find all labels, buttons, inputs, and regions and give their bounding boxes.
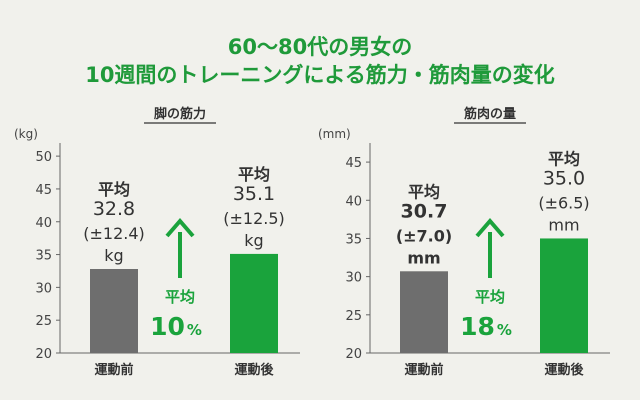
y-tick-label: 25 [345, 309, 362, 324]
y-tick-label: 30 [345, 271, 362, 286]
change-number: 10 [150, 312, 185, 341]
data-label-line: 平均 [238, 165, 270, 184]
data-label-line: (±12.4) [83, 224, 145, 243]
data-label-line: (±6.5) [538, 193, 589, 212]
y-tick-label: 30 [35, 281, 52, 296]
category-label: 運動前 [94, 362, 133, 378]
data-label-line: 平均 [408, 182, 440, 201]
data-label-line: 32.8 [93, 198, 135, 220]
y-tick-label: 40 [345, 194, 362, 209]
category-label: 運動前 [404, 362, 443, 378]
y-tick-label: 35 [35, 249, 52, 264]
data-label-line: 35.0 [543, 167, 585, 189]
data-label-line: 35.1 [233, 183, 275, 205]
data-label-line: (±12.5) [223, 209, 285, 228]
y-tick-label: 50 [35, 150, 52, 165]
y-tick-label: 20 [345, 347, 362, 362]
change-unit: % [187, 321, 202, 339]
chart-title: 脚の筋力 [154, 106, 206, 122]
category-label: 運動後 [544, 362, 584, 378]
chart-title: 筋肉の量 [463, 106, 516, 122]
data-label-line: 平均 [98, 180, 130, 199]
change-value: 10% [150, 312, 202, 341]
bar-after [540, 238, 588, 353]
data-label-line: kg [104, 246, 123, 265]
increase-arrow-head [165, 217, 195, 238]
data-label-line: (±7.0) [396, 226, 452, 245]
change-number: 18 [460, 312, 495, 341]
data-label-line: kg [244, 231, 263, 250]
data-label-line: mm [407, 248, 440, 267]
bar-before [90, 269, 138, 353]
y-tick-label: 45 [345, 156, 362, 171]
y-axis-unit: (mm) [318, 127, 351, 141]
data-label-line: 平均 [548, 149, 580, 168]
bar-before [400, 271, 448, 353]
increase-arrow-head [475, 217, 505, 238]
data-label-line: mm [548, 215, 579, 234]
y-tick-label: 25 [35, 314, 52, 329]
bar-after [230, 253, 278, 353]
figure-title-line2: 10週間のトレーニングによる筋力・筋肉量の変化 [85, 63, 555, 87]
change-value: 18% [460, 312, 512, 341]
change-heading: 平均 [475, 288, 505, 306]
change-heading: 平均 [165, 288, 195, 306]
y-tick-label: 45 [35, 183, 52, 198]
y-tick-label: 35 [345, 232, 362, 247]
category-label: 運動後 [234, 362, 274, 378]
y-tick-label: 40 [35, 216, 52, 231]
y-tick-label: 20 [35, 347, 52, 362]
change-unit: % [497, 321, 512, 339]
y-axis-unit: (kg) [14, 127, 38, 141]
data-label-line: 30.7 [401, 200, 448, 222]
figure-title-line1: 60〜80代の男女の [227, 35, 413, 59]
